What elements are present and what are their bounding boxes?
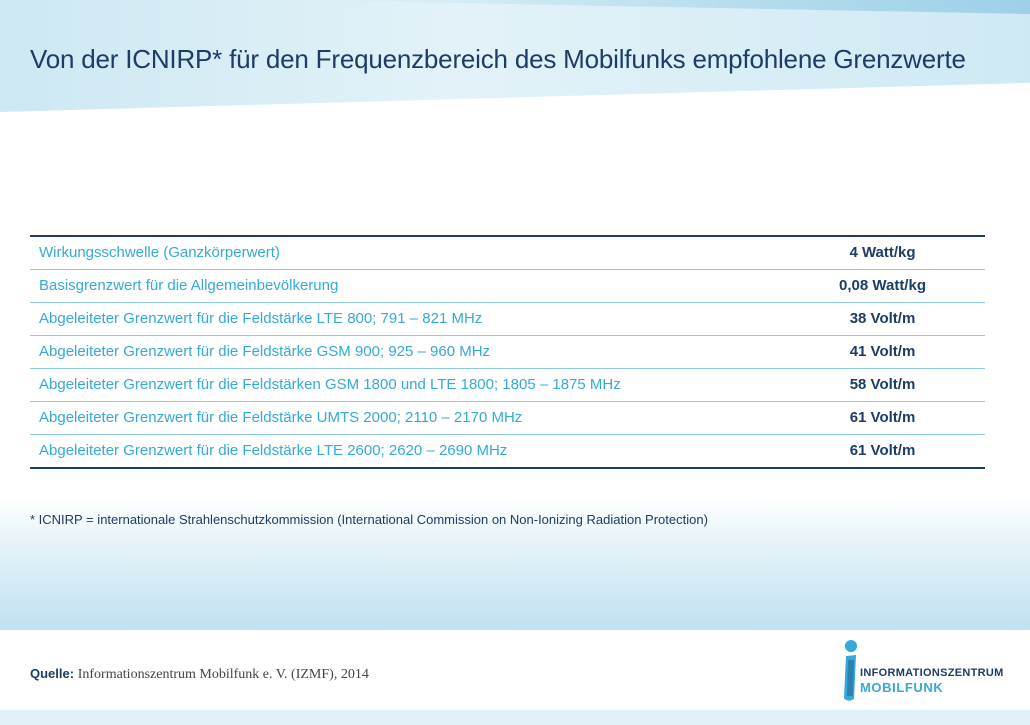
page-title: Von der ICNIRP* für den Frequenzbereich … — [30, 44, 966, 74]
bottom-strip — [0, 710, 1030, 725]
table-row: Wirkungsschwelle (Ganzkörperwert) 4 Watt… — [30, 237, 985, 270]
footnote: * ICNIRP = internationale Strahlenschutz… — [30, 512, 708, 527]
logo-line2: MOBILFUNK — [860, 680, 944, 695]
row-value: 38 Volt/m — [849, 310, 916, 327]
footnote-band — [0, 498, 1030, 630]
row-label: Abgeleiteter Grenzwert für die Feldstärk… — [39, 343, 491, 360]
row-label: Abgeleiteter Grenzwert für die Feldstärk… — [39, 310, 483, 327]
row-label: Wirkungsschwelle (Ganzkörperwert) — [39, 244, 280, 261]
row-label: Abgeleiteter Grenzwert für die Feldstärk… — [39, 442, 508, 459]
source-label: Quelle: — [30, 666, 75, 681]
row-value: 61 Volt/m — [849, 409, 916, 426]
row-value: 58 Volt/m — [849, 376, 916, 393]
table-row: Abgeleiteter Grenzwert für die Feldstärk… — [30, 336, 985, 369]
row-value: 4 Watt/kg — [849, 244, 916, 261]
table-row: Abgeleiteter Grenzwert für die Feldstärk… — [30, 369, 985, 402]
row-label: Basisgrenzwert für die Allgemeinbevölker… — [39, 277, 339, 294]
row-label: Abgeleiteter Grenzwert für die Feldstärk… — [39, 376, 621, 393]
row-value: 41 Volt/m — [849, 343, 916, 360]
table-row: Abgeleiteter Grenzwert für die Feldstärk… — [30, 402, 985, 435]
row-value: 0,08 Watt/kg — [839, 277, 926, 294]
row-label: Abgeleiteter Grenzwert für die Feldstärk… — [39, 409, 523, 426]
person-i-logo-icon — [844, 640, 857, 701]
table-row: Basisgrenzwert für die Allgemeinbevölker… — [30, 270, 985, 303]
izmf-logo: INFORMATIONSZENTRUM MOBILFUNK — [836, 638, 1016, 703]
table-row: Abgeleiteter Grenzwert für die Feldstärk… — [30, 435, 985, 467]
source-text: Informationszentrum Mobilfunk e. V. (IZM… — [77, 667, 369, 682]
limits-table: Wirkungsschwelle (Ganzkörperwert) 4 Watt… — [30, 235, 985, 469]
source-line: Quelle: Informationszentrum Mobilfunk e.… — [30, 666, 369, 683]
logo-line1: INFORMATIONSZENTRUM — [860, 667, 1004, 679]
table-row: Abgeleiteter Grenzwert für die Feldstärk… — [30, 303, 985, 336]
row-value: 61 Volt/m — [849, 442, 916, 459]
